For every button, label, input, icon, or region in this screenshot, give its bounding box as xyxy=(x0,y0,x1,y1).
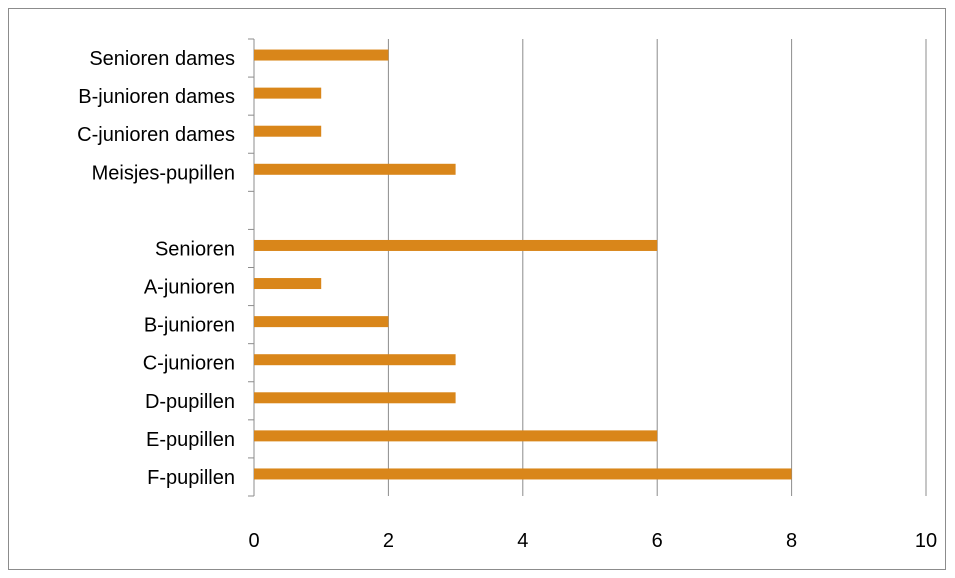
chart-frame: 0 2 4 6 8 10 Senioren dames B-junioren dames C-j… xyxy=(8,8,946,570)
bar xyxy=(254,163,456,175)
bar xyxy=(254,49,389,61)
category-label: B-junioren dames xyxy=(78,86,235,108)
category-label: Senioren xyxy=(155,238,235,260)
bar xyxy=(254,354,456,366)
x-tick-label: 0 xyxy=(248,530,259,552)
x-tick-label: 2 xyxy=(383,530,394,552)
bar xyxy=(254,468,792,480)
x-tick-label: 6 xyxy=(652,530,663,552)
bar xyxy=(254,125,322,137)
category-label: C-junioren dames xyxy=(77,124,235,146)
category-label: B-junioren xyxy=(144,315,235,337)
bar-chart: 0 2 4 6 8 10 Senioren dames B-junioren dames C-j… xyxy=(77,38,937,552)
category-label: Meisjes-pupillen xyxy=(92,162,235,184)
x-tick-label: 4 xyxy=(517,530,528,552)
category-label: D-pupillen xyxy=(145,391,235,413)
category-label: C-junioren xyxy=(143,353,235,375)
bar xyxy=(254,278,322,290)
bar xyxy=(254,316,389,328)
bar xyxy=(254,239,658,251)
category-label: E-pupillen xyxy=(146,429,235,451)
x-tick-label: 10 xyxy=(915,530,937,552)
bar xyxy=(254,430,658,442)
bar xyxy=(254,87,322,99)
category-label: Senioren dames xyxy=(89,48,235,70)
bar xyxy=(254,392,456,404)
x-tick-label: 8 xyxy=(786,530,797,552)
category-label: A-junioren xyxy=(144,277,235,299)
category-label: F-pupillen xyxy=(147,467,235,489)
